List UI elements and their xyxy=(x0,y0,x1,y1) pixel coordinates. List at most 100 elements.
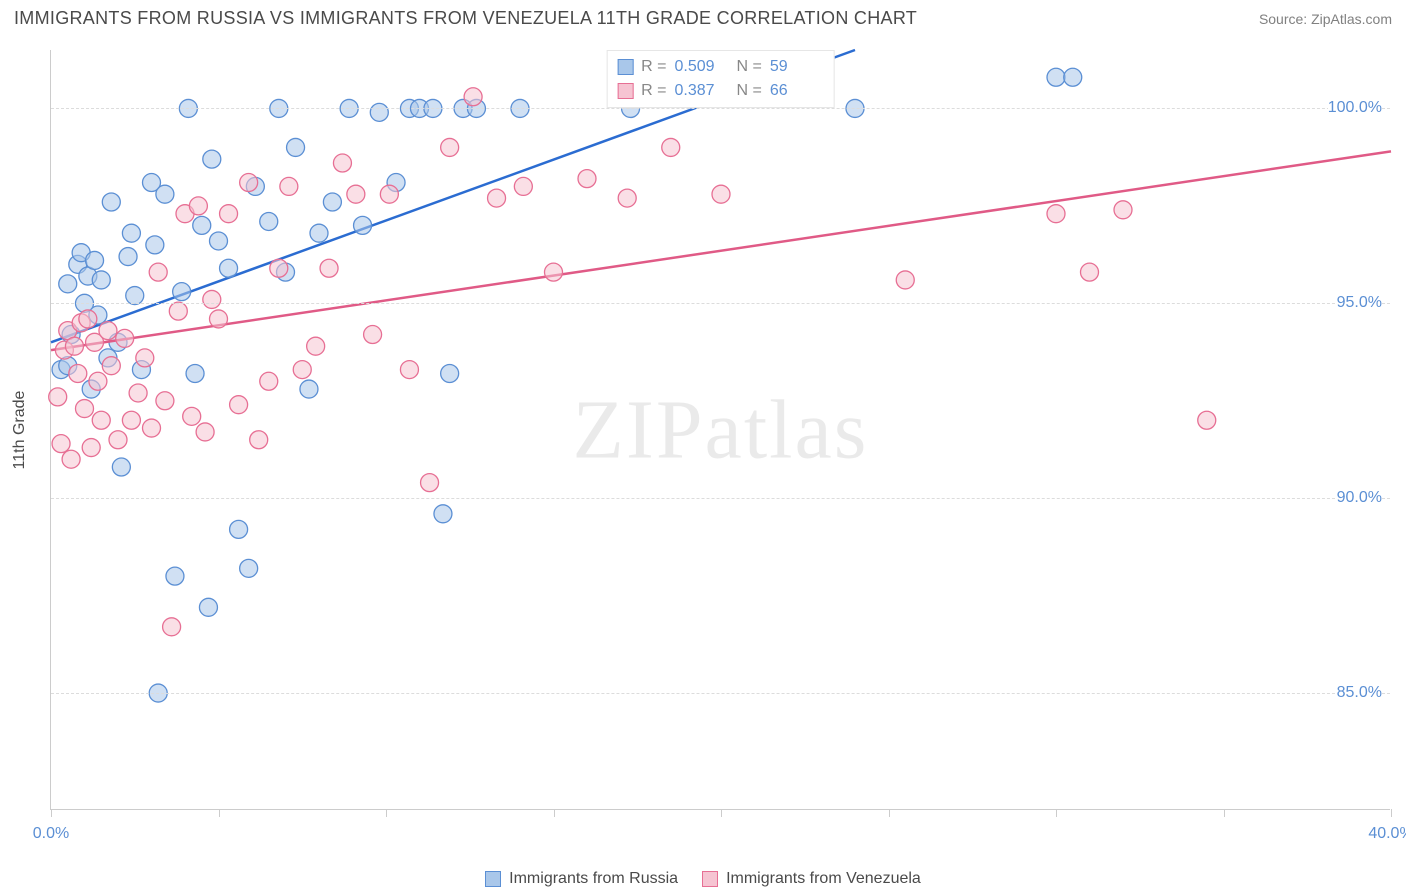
data-point xyxy=(210,310,228,328)
data-point xyxy=(186,364,204,382)
data-point xyxy=(320,259,338,277)
data-point xyxy=(126,287,144,305)
x-tick xyxy=(51,809,52,817)
legend-n-value: 59 xyxy=(770,55,824,79)
data-point xyxy=(364,326,382,344)
y-tick-label: 85.0% xyxy=(1337,684,1382,702)
data-point xyxy=(240,559,258,577)
legend-r-label: R = xyxy=(641,79,666,103)
data-point xyxy=(545,263,563,281)
data-point xyxy=(122,224,140,242)
legend-label: Immigrants from Venezuela xyxy=(726,870,921,888)
data-point xyxy=(102,193,120,211)
gridline xyxy=(51,498,1390,499)
data-point xyxy=(347,185,365,203)
x-tick xyxy=(889,809,890,817)
data-point xyxy=(712,185,730,203)
x-tick xyxy=(721,809,722,817)
legend-n-value: 66 xyxy=(770,79,824,103)
data-point xyxy=(287,138,305,156)
data-point xyxy=(1064,68,1082,86)
data-point xyxy=(1198,411,1216,429)
x-tick xyxy=(1224,809,1225,817)
data-point xyxy=(119,248,137,266)
data-point xyxy=(323,193,341,211)
legend-r-label: R = xyxy=(641,55,666,79)
data-point xyxy=(310,224,328,242)
data-point xyxy=(293,361,311,379)
data-point xyxy=(1114,201,1132,219)
data-point xyxy=(163,618,181,636)
y-tick-label: 100.0% xyxy=(1328,99,1382,117)
y-tick-label: 90.0% xyxy=(1337,489,1382,507)
data-point xyxy=(86,251,104,269)
data-point xyxy=(52,435,70,453)
x-tick xyxy=(1056,809,1057,817)
data-point xyxy=(196,423,214,441)
data-point xyxy=(49,388,67,406)
y-axis-label: 11th Grade xyxy=(11,391,29,470)
data-point xyxy=(193,216,211,234)
source-label: Source: ZipAtlas.com xyxy=(1259,11,1392,27)
legend-r-value: 0.387 xyxy=(675,79,729,103)
data-point xyxy=(109,431,127,449)
data-point xyxy=(1081,263,1099,281)
x-tick xyxy=(1391,809,1392,817)
x-tick-label: 40.0% xyxy=(1368,825,1406,843)
legend-label: Immigrants from Russia xyxy=(509,870,678,888)
data-point xyxy=(380,185,398,203)
data-point xyxy=(149,263,167,281)
data-point xyxy=(240,174,258,192)
data-point xyxy=(92,411,110,429)
data-point xyxy=(230,396,248,414)
data-point xyxy=(896,271,914,289)
legend-item: Immigrants from Russia xyxy=(485,870,678,888)
y-tick-label: 95.0% xyxy=(1337,294,1382,312)
plot-svg xyxy=(51,50,1390,809)
data-point xyxy=(146,236,164,254)
series-legend: Immigrants from Russia Immigrants from Ve… xyxy=(0,870,1406,888)
legend-swatch xyxy=(617,59,633,75)
data-point xyxy=(89,372,107,390)
data-point xyxy=(370,103,388,121)
data-point xyxy=(59,275,77,293)
plot-container: 11th Grade ZIPatlas R =0.509N =59R =0.38… xyxy=(50,50,1390,810)
data-point xyxy=(136,349,154,367)
data-point xyxy=(156,185,174,203)
gridline xyxy=(51,108,1390,109)
correlation-legend: R =0.509N =59R =0.387N =66 xyxy=(606,50,835,108)
gridline xyxy=(51,693,1390,694)
legend-swatch xyxy=(617,83,633,99)
chart-title: IMMIGRANTS FROM RUSSIA VS IMMIGRANTS FRO… xyxy=(14,8,917,29)
data-point xyxy=(173,283,191,301)
data-point xyxy=(116,329,134,347)
x-tick xyxy=(219,809,220,817)
title-bar: IMMIGRANTS FROM RUSSIA VS IMMIGRANTS FRO… xyxy=(0,0,1406,35)
x-tick-label: 0.0% xyxy=(33,825,69,843)
data-point xyxy=(79,310,97,328)
data-point xyxy=(230,520,248,538)
gridline xyxy=(51,303,1390,304)
data-point xyxy=(166,567,184,585)
data-point xyxy=(143,419,161,437)
data-point xyxy=(203,290,221,308)
data-point xyxy=(488,189,506,207)
data-point xyxy=(210,232,228,250)
data-point xyxy=(189,197,207,215)
data-point xyxy=(102,357,120,375)
data-point xyxy=(333,154,351,172)
data-point xyxy=(1047,205,1065,223)
data-point xyxy=(280,177,298,195)
legend-n-label: N = xyxy=(737,79,762,103)
data-point xyxy=(156,392,174,410)
legend-swatch xyxy=(485,871,501,887)
data-point xyxy=(65,337,83,355)
x-tick xyxy=(554,809,555,817)
data-point xyxy=(99,322,117,340)
data-point xyxy=(270,259,288,277)
data-point xyxy=(434,505,452,523)
data-point xyxy=(578,170,596,188)
data-point xyxy=(441,138,459,156)
data-point xyxy=(354,216,372,234)
data-point xyxy=(112,458,130,476)
